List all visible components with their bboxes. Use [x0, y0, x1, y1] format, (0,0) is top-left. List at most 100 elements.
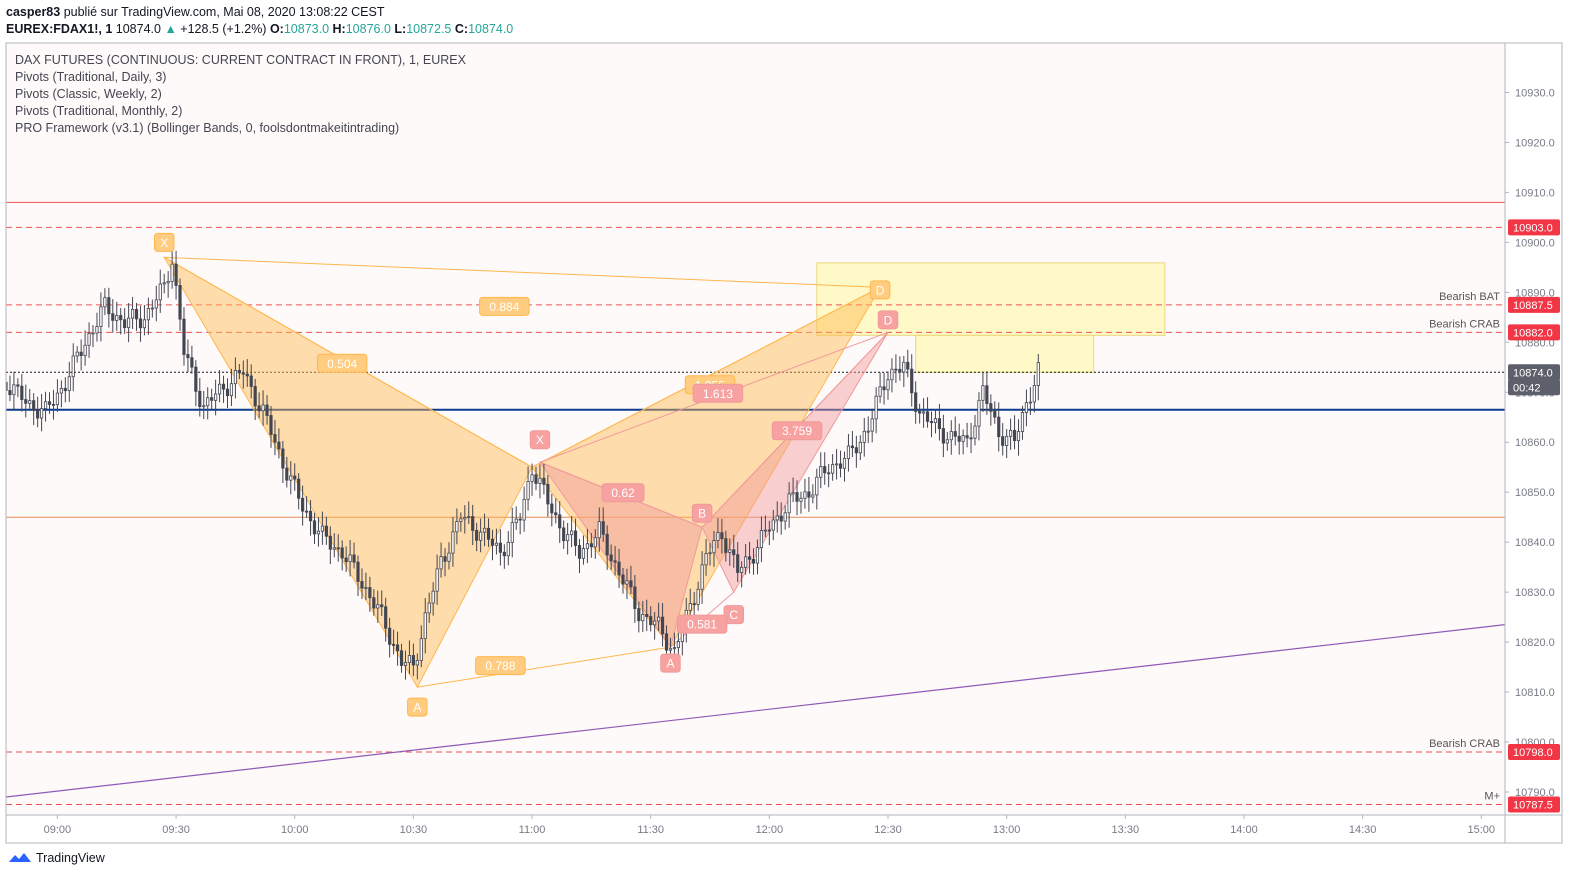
candle[interactable] — [265, 395, 269, 425]
candle[interactable] — [807, 477, 811, 512]
candle[interactable] — [158, 269, 162, 313]
candle[interactable] — [281, 440, 285, 484]
candle[interactable] — [577, 538, 582, 574]
legend-entry[interactable]: Pivots (Classic, Weekly, 2) — [15, 87, 162, 101]
candle[interactable] — [16, 378, 20, 398]
candle[interactable] — [253, 378, 257, 421]
candle[interactable] — [993, 401, 997, 424]
candle[interactable] — [423, 598, 427, 654]
candle[interactable] — [24, 384, 28, 418]
candle[interactable] — [55, 379, 60, 412]
candle[interactable] — [569, 515, 574, 548]
candle[interactable] — [269, 406, 273, 448]
candle[interactable] — [162, 273, 166, 294]
candle[interactable] — [134, 302, 139, 331]
candle[interactable] — [522, 486, 526, 532]
target-zone[interactable] — [915, 334, 1095, 373]
candle[interactable] — [712, 531, 716, 567]
candle[interactable] — [526, 466, 530, 511]
candle[interactable] — [150, 299, 154, 318]
candle[interactable] — [277, 428, 281, 459]
candle[interactable] — [368, 576, 372, 612]
candle[interactable] — [898, 356, 902, 381]
candle[interactable] — [142, 304, 147, 336]
candle[interactable] — [530, 463, 534, 496]
time-axis[interactable]: 09:00 09:30 10:00 10:30 11:00 11:30 12:00 12:30… — [44, 815, 1495, 836]
candle[interactable] — [518, 513, 522, 535]
candle[interactable] — [439, 542, 443, 578]
candle[interactable] — [724, 530, 728, 562]
candle[interactable] — [842, 451, 847, 482]
candle[interactable] — [63, 377, 67, 403]
candle[interactable] — [846, 433, 851, 472]
candle[interactable] — [736, 542, 740, 582]
candle[interactable] — [174, 250, 178, 300]
candle[interactable] — [969, 422, 973, 454]
candle[interactable] — [997, 402, 1001, 452]
candle[interactable] — [498, 529, 502, 566]
candle[interactable] — [427, 592, 431, 623]
candle[interactable] — [32, 393, 36, 426]
candle[interactable] — [407, 640, 412, 675]
candle[interactable] — [732, 534, 736, 568]
candle[interactable] — [419, 625, 423, 668]
candle[interactable] — [585, 528, 589, 564]
candle[interactable] — [834, 449, 839, 480]
candle[interactable] — [245, 359, 249, 387]
candle[interactable] — [542, 463, 546, 495]
candle[interactable] — [376, 590, 380, 623]
candle[interactable] — [925, 397, 930, 428]
candle[interactable] — [123, 308, 127, 334]
candle[interactable] — [641, 601, 645, 632]
candle[interactable] — [862, 417, 866, 457]
candle[interactable] — [759, 516, 764, 563]
candle[interactable] — [929, 411, 934, 438]
candle[interactable] — [241, 360, 245, 389]
candle[interactable] — [957, 423, 961, 455]
candle[interactable] — [71, 343, 75, 392]
candle[interactable] — [293, 463, 297, 491]
candle[interactable] — [103, 288, 107, 316]
candle[interactable] — [815, 468, 819, 510]
candle[interactable] — [249, 364, 253, 399]
candle[interactable] — [384, 597, 388, 642]
candle[interactable] — [506, 531, 510, 566]
candle[interactable] — [475, 522, 479, 552]
candle[interactable] — [890, 358, 894, 393]
candle[interactable] — [1001, 423, 1005, 456]
candle[interactable] — [1012, 415, 1017, 450]
candle[interactable] — [716, 518, 720, 549]
candle[interactable] — [202, 390, 206, 420]
candle[interactable] — [744, 544, 748, 575]
candle[interactable] — [328, 526, 332, 565]
candle[interactable] — [649, 606, 653, 632]
candle[interactable] — [83, 330, 87, 366]
candle[interactable] — [708, 542, 712, 566]
candle[interactable] — [922, 398, 926, 428]
candle[interactable] — [182, 307, 186, 366]
candle[interactable] — [751, 548, 756, 575]
candle[interactable] — [154, 285, 158, 322]
candle[interactable] — [431, 582, 435, 616]
candle[interactable] — [229, 368, 234, 406]
candle[interactable] — [403, 650, 408, 680]
candle[interactable] — [463, 505, 467, 534]
candle[interactable] — [546, 474, 550, 517]
candle[interactable] — [981, 371, 985, 412]
candle[interactable] — [320, 511, 324, 545]
candle[interactable] — [447, 542, 451, 570]
candle[interactable] — [87, 322, 91, 358]
candle[interactable] — [657, 602, 661, 632]
candle[interactable] — [720, 518, 724, 554]
candle[interactable] — [629, 565, 633, 595]
candle[interactable] — [198, 378, 202, 417]
candle[interactable] — [660, 603, 665, 647]
candle[interactable] — [40, 393, 44, 432]
candle[interactable] — [910, 354, 914, 407]
candle[interactable] — [779, 502, 783, 535]
symbol[interactable]: EUREX:FDAX1!, 1 — [6, 22, 113, 36]
candle[interactable] — [827, 463, 831, 488]
candle[interactable] — [906, 349, 910, 378]
candle[interactable] — [111, 299, 115, 333]
